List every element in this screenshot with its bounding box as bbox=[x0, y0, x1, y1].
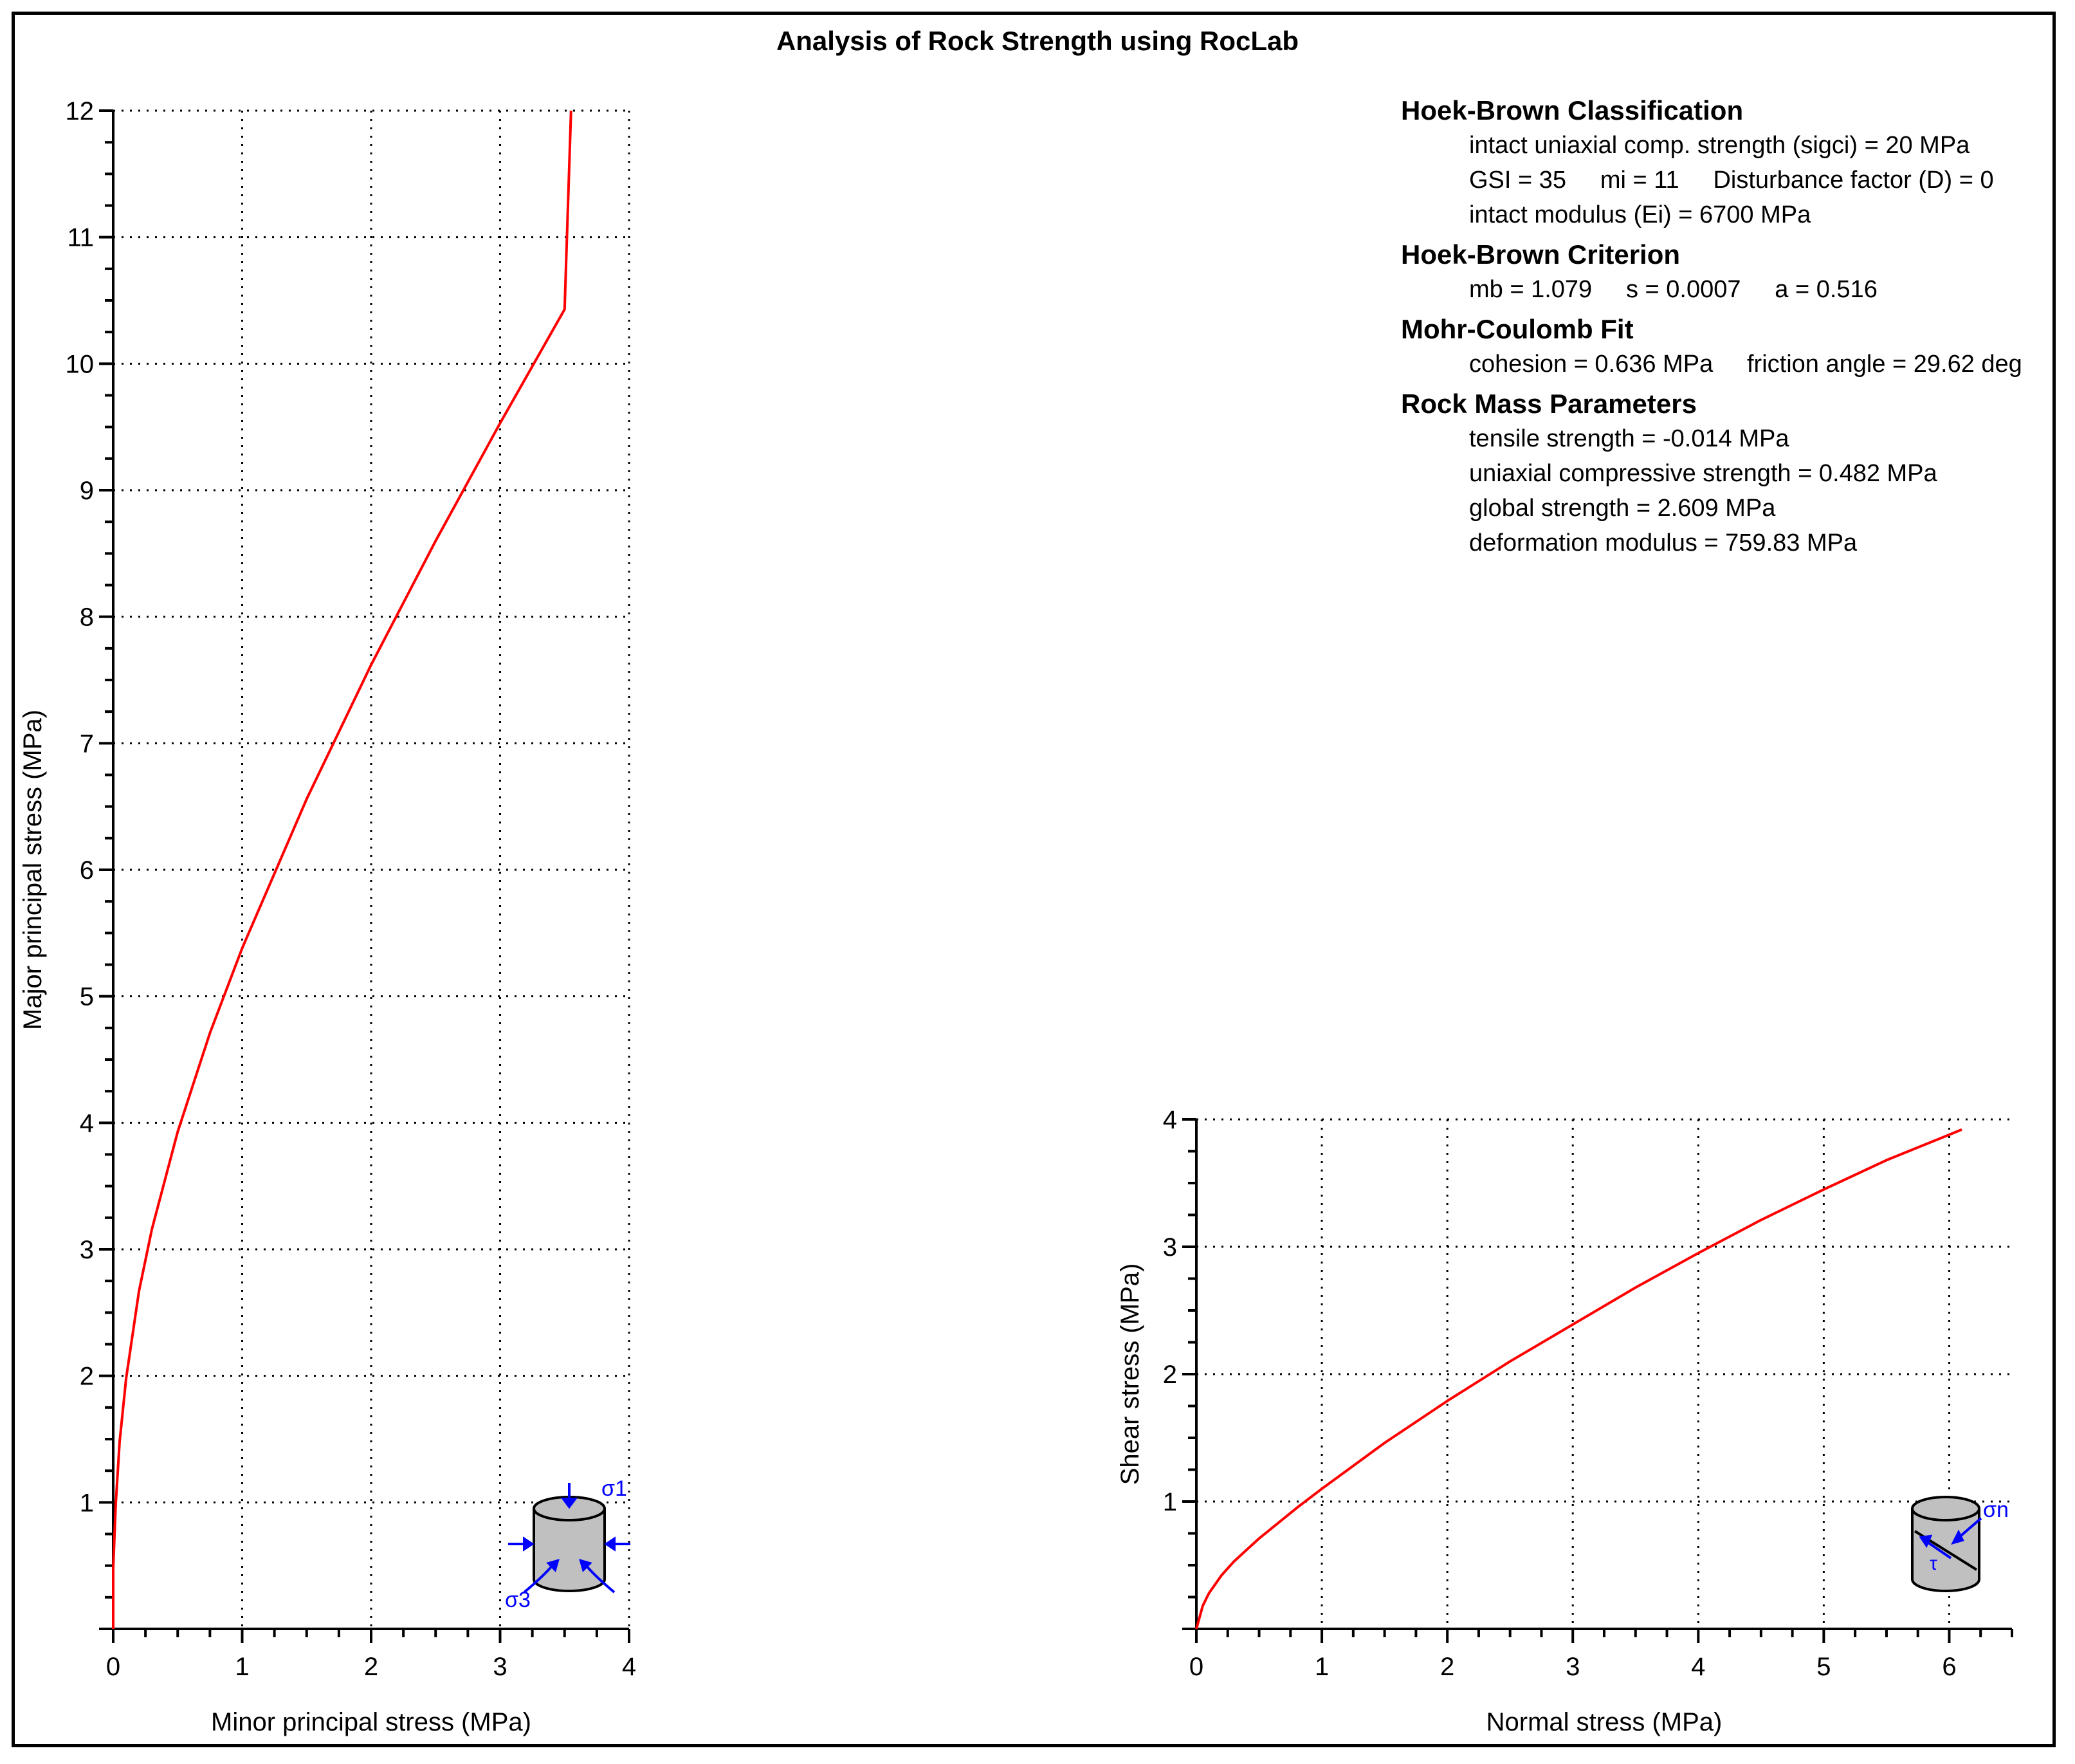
y-tick-label: 2 bbox=[80, 1363, 94, 1391]
group-heading: Rock Mass Parameters bbox=[1401, 389, 1697, 419]
param-line: global strength = 2.609 MPa bbox=[1469, 495, 1776, 522]
group-heading: Hoek-Brown Criterion bbox=[1401, 239, 1681, 270]
shear-cylinder-icon: σn τ bbox=[1911, 1496, 2009, 1592]
hb-criterion-group: Hoek-Brown Criterion mb = 1.079 s = 0.00… bbox=[1401, 237, 2051, 307]
y-tick-label: 10 bbox=[66, 350, 95, 378]
y-tick-label: 4 bbox=[1163, 1106, 1177, 1134]
x-tick-label: 2 bbox=[364, 1653, 378, 1681]
y-tick-label: 12 bbox=[66, 97, 95, 125]
y-tick-label: 6 bbox=[80, 856, 94, 885]
y-tick-label: 4 bbox=[80, 1109, 94, 1137]
y-tick-label: 2 bbox=[1163, 1361, 1177, 1389]
x-tick-label: 2 bbox=[1440, 1653, 1454, 1681]
parameter-panel: Hoek-Brown Classification intact uniaxia… bbox=[1401, 93, 2051, 565]
param-line: tensile strength = -0.014 MPa bbox=[1469, 425, 1789, 452]
y-axis-label: Shear stress (MPa) bbox=[1116, 1263, 1144, 1485]
mc-fit-group: Mohr-Coulomb Fit cohesion = 0.636 MPa fr… bbox=[1401, 312, 2051, 381]
x-tick-label: 3 bbox=[1566, 1653, 1580, 1681]
y-tick-label: 9 bbox=[80, 477, 94, 505]
sigma-n-label: σn bbox=[1983, 1498, 2009, 1522]
x-tick-label: 3 bbox=[493, 1653, 507, 1681]
param-line: deformation modulus = 759.83 MPa bbox=[1469, 529, 1858, 556]
sigma3-label: σ3 bbox=[505, 1588, 531, 1612]
y-tick-label: 8 bbox=[80, 603, 94, 632]
x-axis-label: Minor principal stress (MPa) bbox=[211, 1708, 531, 1736]
hb-classification-group: Hoek-Brown Classification intact uniaxia… bbox=[1401, 93, 2051, 232]
y-tick-label: 11 bbox=[67, 224, 94, 252]
rock-mass-group: Rock Mass Parameters tensile strength = … bbox=[1401, 387, 2051, 560]
series-line bbox=[1195, 1128, 1962, 1630]
x-tick-label: 1 bbox=[1315, 1653, 1329, 1681]
x-tick-label: 4 bbox=[1691, 1653, 1705, 1681]
y-tick-label: 3 bbox=[80, 1236, 94, 1264]
figure-title: Analysis of Rock Strength using RocLab bbox=[776, 26, 1299, 56]
sigma1-label: σ1 bbox=[601, 1476, 627, 1501]
tau-label: τ bbox=[1930, 1553, 1937, 1574]
x-tick-label: 4 bbox=[622, 1653, 636, 1681]
group-heading: Hoek-Brown Classification bbox=[1401, 95, 1744, 125]
y-tick-label: 1 bbox=[1163, 1488, 1177, 1516]
figure-frame bbox=[12, 12, 2056, 1747]
param-line: uniaxial compressive strength = 0.482 MP… bbox=[1469, 460, 1937, 487]
x-tick-label: 6 bbox=[1942, 1653, 1956, 1681]
param-line: intact modulus (Ei) = 6700 MPa bbox=[1469, 201, 1811, 228]
x-tick-label: 0 bbox=[1189, 1653, 1203, 1681]
x-tick-label: 0 bbox=[106, 1653, 120, 1681]
param-line: mb = 1.079 s = 0.0007 a = 0.516 bbox=[1469, 276, 1878, 303]
y-tick-label: 5 bbox=[80, 983, 94, 1011]
param-line: cohesion = 0.636 MPa friction angle = 29… bbox=[1469, 351, 2022, 378]
shear-stress-chart: 0 1 2 3 4 5 6 1 2 3 4 Normal stress (MPa) Shear stre… bbox=[1116, 1106, 2013, 1736]
y-axis-label: Major principal stress (MPa) bbox=[19, 710, 47, 1030]
param-line: intact uniaxial comp. strength (sigci) =… bbox=[1469, 132, 1970, 159]
y-tick-label: 7 bbox=[80, 730, 94, 758]
group-heading: Mohr-Coulomb Fit bbox=[1401, 314, 1634, 344]
x-tick-label: 5 bbox=[1816, 1653, 1831, 1681]
y-tick-label: 1 bbox=[80, 1489, 94, 1517]
triaxial-cylinder-icon: σ1 σ3 bbox=[505, 1476, 630, 1612]
param-line: GSI = 35 mi = 11 Disturbance factor (D) … bbox=[1469, 167, 1994, 194]
x-tick-label: 1 bbox=[235, 1653, 249, 1681]
series-line bbox=[112, 110, 572, 1629]
y-tick-label: 3 bbox=[1163, 1233, 1177, 1262]
x-axis-label: Normal stress (MPa) bbox=[1486, 1708, 1723, 1736]
